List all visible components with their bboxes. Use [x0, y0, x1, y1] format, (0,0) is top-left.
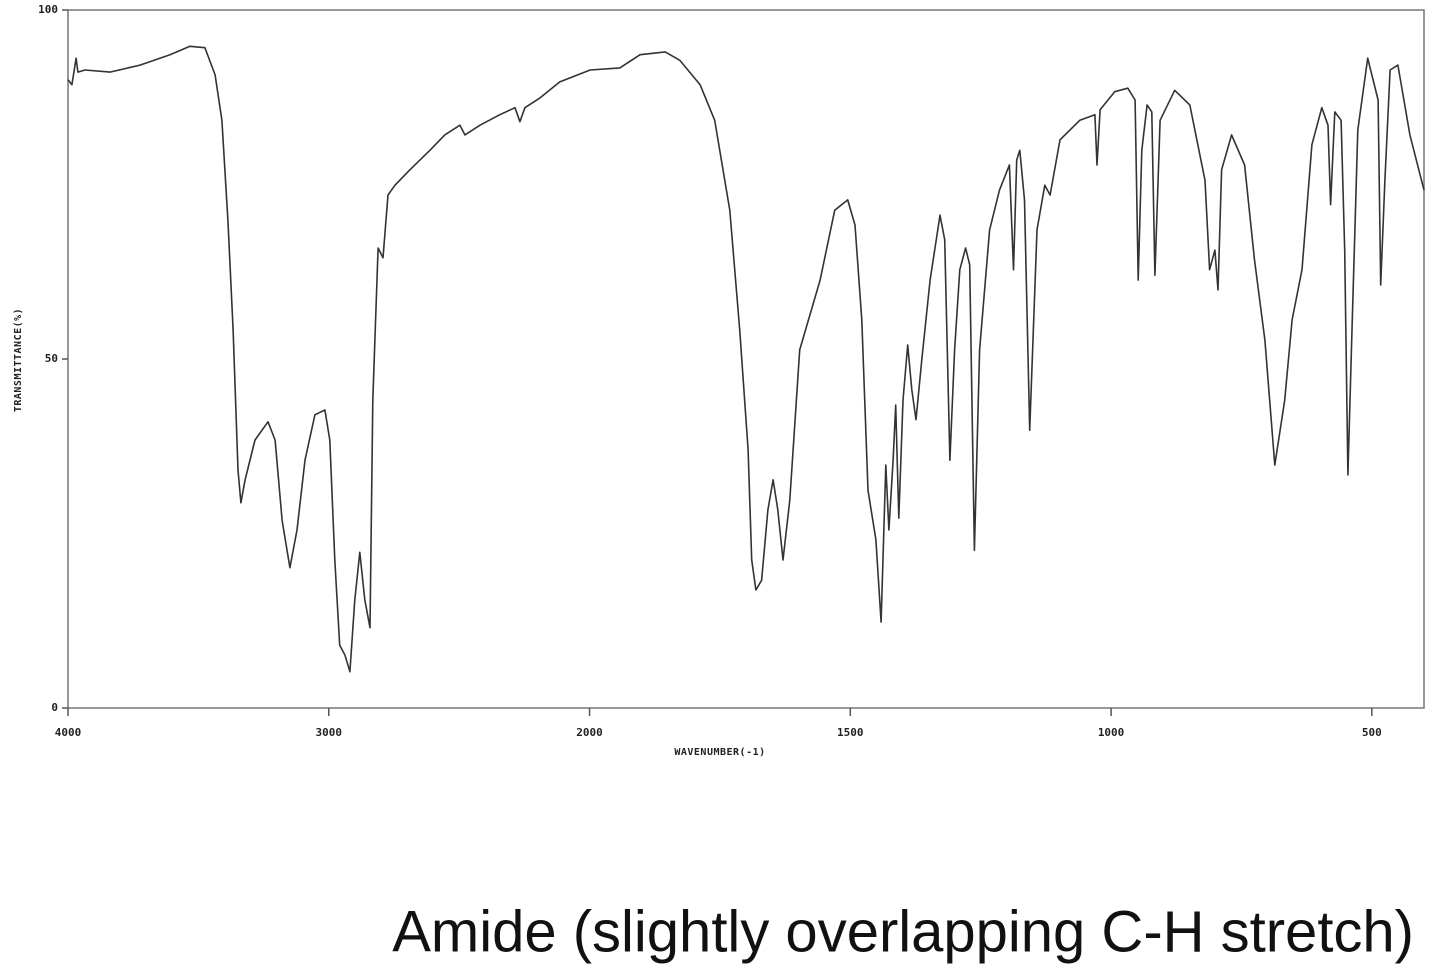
y-axis-label: TRANSMITTANCE(%)	[13, 308, 24, 412]
chart-title: Amide (slightly overlapping C-H stretch)	[392, 899, 1414, 964]
x-tick-label: 4000	[55, 726, 82, 739]
x-tick-label: 2000	[576, 726, 603, 739]
y-tick-label: 100	[38, 3, 58, 16]
y-tick-label: 50	[45, 352, 58, 365]
y-tick-label: 0	[51, 701, 58, 714]
x-axis-label: WAVENUMBER(-1)	[674, 747, 765, 758]
plot-frame	[67, 9, 1425, 709]
x-tick-label: 1000	[1098, 726, 1125, 739]
x-tick-label: 500	[1362, 726, 1382, 739]
x-tick-label: 3000	[316, 726, 343, 739]
spectrum-line	[67, 45, 1425, 673]
x-tick-label: 1500	[837, 726, 864, 739]
